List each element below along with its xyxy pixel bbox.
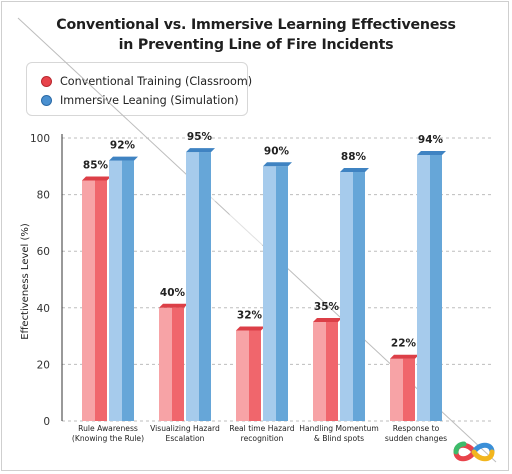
x-tick-label: & Blind spots <box>314 434 364 443</box>
x-tick-label: (Knowing the Rule) <box>72 434 144 443</box>
x-tick-label: Escalation <box>166 434 205 443</box>
x-tick-label: Rule Awareness <box>78 424 138 433</box>
bar-top-cap <box>159 303 188 308</box>
y-tick-label: 80 <box>37 190 50 202</box>
y-tick-label: 40 <box>37 303 50 315</box>
chart-legend: Conventional Training (Classroom) Immers… <box>26 62 252 116</box>
x-tick-label: Response to <box>393 424 440 433</box>
bar-layer <box>82 148 446 422</box>
bar-shade <box>95 180 107 421</box>
y-tick-label: 20 <box>37 359 50 371</box>
bar-value-label: 35% <box>314 301 340 313</box>
bar-shade <box>430 154 442 422</box>
bar-shade <box>199 152 211 421</box>
bar-shade <box>403 358 415 421</box>
bar-value-label: 22% <box>391 338 417 350</box>
y-tick-label: 0 <box>43 416 50 428</box>
bar-value-label: 94% <box>418 134 444 146</box>
bar-top-cap <box>236 326 265 331</box>
x-tick-label: recognition <box>241 434 284 443</box>
bar-value-label: 88% <box>341 151 367 163</box>
bar-value-label: 90% <box>264 145 290 157</box>
bar-top-cap <box>263 162 292 167</box>
axis-layer: 0 20 40 60 80 100 Effectiveness Level (%) <box>20 133 63 428</box>
chart-title-line-1: Conventional vs. Immersive Learning Effe… <box>56 17 456 33</box>
legend-label-immersive: Immersive Leaning (Simulation) <box>60 93 239 107</box>
y-tick-label: 100 <box>30 133 50 145</box>
bar-top-cap <box>82 176 111 181</box>
bar-top-cap <box>417 150 446 155</box>
legend-item-conventional: Conventional Training (Classroom) <box>41 73 252 89</box>
label-layer: 85%92% Rule Awareness(Knowing the Rule) 40… <box>72 131 447 443</box>
bar-shade <box>122 160 134 421</box>
bar-top-cap <box>340 167 369 172</box>
brand-logo-icon <box>453 441 495 462</box>
y-tick-label: 60 <box>37 246 50 258</box>
x-tick-label: Handling Momentum <box>299 424 379 433</box>
x-tick-label: sudden changes <box>385 434 447 443</box>
bar-shade <box>353 171 365 421</box>
bar-value-label: 40% <box>160 287 186 299</box>
x-tick-label: Visualizing Hazard <box>150 424 220 433</box>
bar-value-label: 85% <box>83 159 109 171</box>
bar-value-label: 92% <box>110 140 136 152</box>
bar-top-cap <box>186 148 215 153</box>
x-tick-label: Real time Hazard <box>229 424 294 433</box>
bar-shade <box>172 307 184 421</box>
legend-swatch-immersive <box>41 94 52 106</box>
y-axis-label: Effectiveness Level (%) <box>20 223 31 340</box>
bar-top-cap <box>109 156 138 161</box>
chart-title-line-2: in Preventing Line of Fire Incidents <box>118 37 394 53</box>
bar-top-cap <box>390 354 419 359</box>
bar-value-label: 32% <box>237 309 263 321</box>
bar-top-cap <box>313 317 342 322</box>
bar-shade <box>249 330 261 421</box>
legend-swatch-conventional <box>41 75 52 87</box>
legend-item-immersive: Immersive Leaning (Simulation) <box>41 92 239 108</box>
bar-shade <box>276 166 288 421</box>
bar-value-label: 95% <box>187 131 213 143</box>
legend-label-conventional: Conventional Training (Classroom) <box>60 74 253 88</box>
bar-shade <box>326 321 338 421</box>
